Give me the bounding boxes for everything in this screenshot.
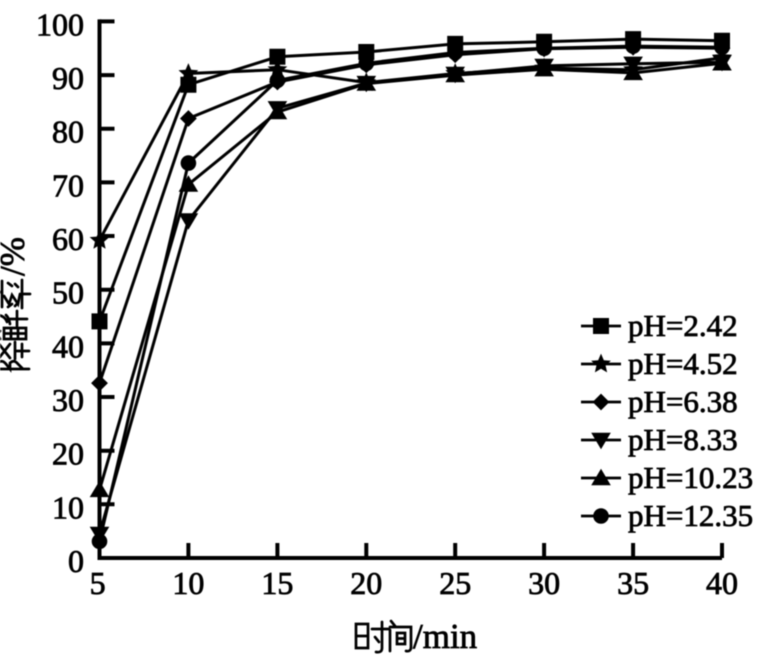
- svg-text:15: 15: [261, 565, 293, 601]
- svg-text:70: 70: [52, 167, 84, 203]
- svg-text:20: 20: [52, 436, 84, 472]
- svg-text:0: 0: [68, 543, 84, 579]
- svg-text:30: 30: [528, 565, 560, 601]
- svg-text:pH=10.23: pH=10.23: [628, 460, 753, 495]
- svg-text:40: 40: [706, 565, 738, 601]
- svg-text:35: 35: [617, 565, 649, 601]
- svg-text:25: 25: [439, 565, 471, 601]
- svg-text:60: 60: [52, 221, 84, 257]
- svg-text:20: 20: [350, 565, 382, 601]
- svg-text:/%: /%: [0, 237, 32, 276]
- svg-text:pH=2.42: pH=2.42: [628, 308, 738, 343]
- svg-text:100: 100: [36, 6, 84, 42]
- svg-text:90: 90: [52, 60, 84, 96]
- svg-text:5: 5: [90, 565, 106, 601]
- svg-text:pH=4.52: pH=4.52: [628, 346, 738, 381]
- svg-text:50: 50: [52, 275, 84, 311]
- svg-text:30: 30: [52, 382, 84, 418]
- svg-text:10: 10: [52, 489, 84, 525]
- svg-text:10: 10: [172, 565, 204, 601]
- svg-text:pH=12.35: pH=12.35: [628, 498, 753, 533]
- svg-text:80: 80: [52, 114, 84, 150]
- svg-text:40: 40: [52, 328, 84, 364]
- svg-text:pH=8.33: pH=8.33: [628, 422, 738, 457]
- svg-text:pH=6.38: pH=6.38: [628, 384, 738, 419]
- svg-text:/min: /min: [413, 617, 477, 656]
